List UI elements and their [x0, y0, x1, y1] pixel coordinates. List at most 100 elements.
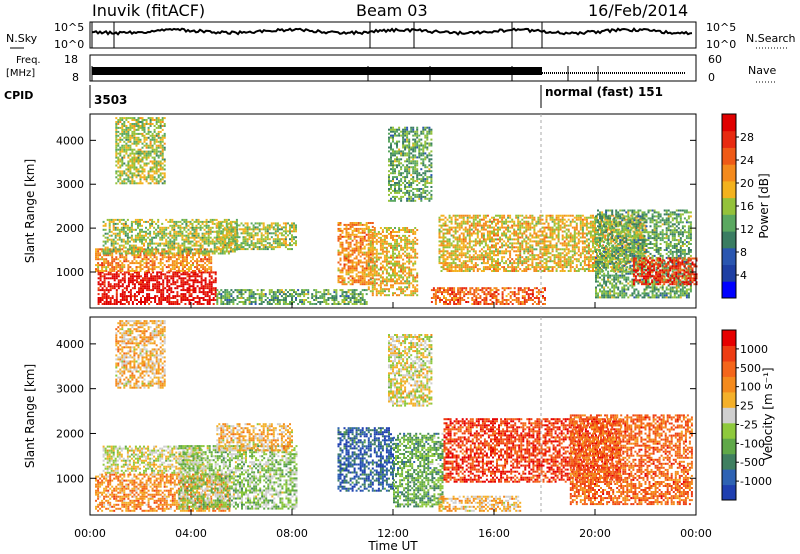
- power-cell: [289, 226, 291, 228]
- power-cell: [469, 217, 471, 219]
- power-cell: [281, 226, 283, 228]
- power-cell: [226, 247, 228, 249]
- power-cell: [119, 239, 121, 241]
- power-cell: [481, 252, 483, 254]
- power-cell: [269, 293, 271, 295]
- power-cell: [174, 260, 176, 262]
- power-cell: [406, 245, 408, 247]
- power-cell: [515, 238, 517, 240]
- power-cell: [439, 256, 441, 258]
- power-cell: [104, 275, 106, 277]
- power-cell: [408, 247, 410, 249]
- power-cell: [122, 295, 124, 297]
- power-cell: [172, 256, 174, 258]
- nave-dot: [602, 72, 603, 74]
- power-cell: [152, 270, 154, 272]
- power-cell: [475, 240, 477, 242]
- power-cell: [109, 253, 111, 255]
- power-cell: [184, 281, 186, 283]
- power-cell: [164, 277, 166, 279]
- power-cell: [372, 243, 374, 245]
- power-cell: [394, 276, 396, 278]
- power-cell: [463, 246, 465, 248]
- power-cell: [342, 291, 344, 293]
- power-cell: [142, 295, 144, 297]
- power-cell: [198, 268, 200, 270]
- power-cell: [106, 293, 108, 295]
- power-cell: [465, 264, 467, 266]
- power-cell: [402, 267, 404, 269]
- power-cell: [459, 270, 461, 272]
- power-cell: [374, 241, 376, 243]
- power-cell: [173, 237, 175, 239]
- power-cell: [135, 239, 137, 241]
- power-cell: [412, 249, 414, 251]
- power-cell: [492, 289, 494, 291]
- power-cell: [490, 293, 492, 295]
- power-cell: [505, 223, 507, 225]
- power-cell: [340, 271, 342, 273]
- power-cell: [530, 299, 532, 301]
- power-cell: [542, 219, 544, 221]
- power-cell: [521, 244, 523, 246]
- power-cell: [384, 259, 386, 261]
- power-cell: [116, 273, 118, 275]
- power-cell: [116, 293, 118, 295]
- power-cell: [378, 269, 380, 271]
- power-cell: [239, 293, 241, 295]
- power-cell: [120, 285, 122, 287]
- power-cell: [191, 285, 193, 287]
- power-cell: [110, 301, 112, 303]
- power-cell: [402, 253, 404, 255]
- power-cell: [517, 219, 519, 221]
- power-cell: [453, 246, 455, 248]
- power-cell: [509, 256, 511, 258]
- power-cell: [255, 246, 257, 248]
- power-cell: [467, 297, 469, 299]
- power-cell: [503, 256, 505, 258]
- power-cell: [230, 301, 232, 303]
- power-cell: [128, 303, 130, 305]
- power-cell: [356, 250, 358, 252]
- power-cell: [228, 238, 230, 240]
- nave-dot: [596, 72, 597, 74]
- power-cell: [410, 271, 412, 273]
- power-cell: [511, 248, 513, 250]
- power-cell: [216, 251, 218, 253]
- power-cell: [479, 242, 481, 244]
- power-cell: [490, 303, 492, 305]
- power-cell: [190, 260, 192, 262]
- power-cell: [194, 233, 196, 235]
- power-cell: [148, 262, 150, 264]
- power-cell: [447, 303, 449, 305]
- power-cell: [100, 289, 102, 291]
- power-cell: [118, 275, 120, 277]
- power-cell: [155, 223, 157, 225]
- power-cell: [261, 301, 263, 303]
- power-cell: [128, 273, 130, 275]
- power-cell: [180, 262, 182, 264]
- power-cell: [198, 260, 200, 262]
- power-cell: [182, 262, 184, 264]
- power-cell: [269, 238, 271, 240]
- freq-tick-bottom: 8: [72, 71, 79, 84]
- power-cell: [259, 242, 261, 244]
- power-cell: [392, 235, 394, 237]
- power-cell: [511, 238, 513, 240]
- power-cell: [216, 246, 218, 248]
- power-cell: [253, 230, 255, 232]
- power-cell: [277, 295, 279, 297]
- power-cell: [149, 225, 151, 227]
- power-cell: [98, 289, 100, 291]
- power-cell: [303, 295, 305, 297]
- power-cell: [416, 290, 418, 292]
- power-cell: [550, 266, 552, 268]
- power-cell: [204, 243, 206, 245]
- power-cell: [348, 277, 350, 279]
- power-cell: [281, 295, 283, 297]
- power-cell: [173, 235, 175, 237]
- power-cell: [374, 278, 376, 280]
- power-cell: [160, 258, 162, 260]
- power-cell: [185, 221, 187, 223]
- power-cell: [150, 260, 152, 262]
